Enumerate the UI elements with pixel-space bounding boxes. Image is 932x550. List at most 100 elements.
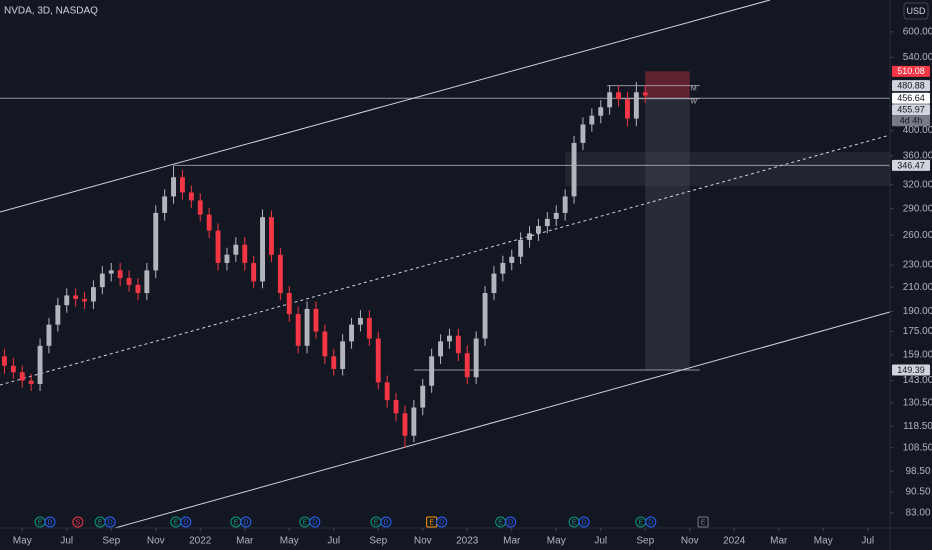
candle-body: [473, 338, 479, 378]
x-tick-label: 2023: [456, 536, 479, 547]
candle-body: [126, 278, 132, 285]
stop-zone: [645, 71, 690, 99]
x-tick-label: Sep: [636, 536, 654, 547]
candle-body: [260, 217, 265, 282]
y-tick-label: 540.00: [903, 52, 932, 63]
x-tick-label: Mar: [770, 536, 788, 547]
event-icon: [380, 516, 392, 528]
x-tick-label: Mar: [236, 536, 254, 547]
zones: MW: [0, 71, 890, 371]
candle-body: [64, 295, 70, 306]
level-label: 510.08: [897, 66, 925, 76]
event-icon: [44, 516, 56, 528]
x-tick-label: Jul: [594, 536, 607, 547]
event-label: D: [183, 519, 188, 526]
candle-body: [642, 92, 648, 96]
candle-body: [269, 217, 274, 255]
candle-body: [135, 284, 141, 294]
x-tick-label: May: [13, 536, 32, 547]
candle-body: [224, 254, 230, 263]
candle-body: [580, 124, 586, 143]
channel-mid: [0, 134, 891, 386]
candle-body: [153, 212, 159, 271]
y-tick-label: 143.00: [903, 375, 932, 386]
y-tick-label: 130.50: [903, 397, 932, 408]
candle-body: [375, 338, 381, 383]
level-tag: M: [691, 86, 697, 93]
candle-body: [393, 400, 399, 414]
candle-body: [429, 356, 435, 386]
y-tick-label: 90.50: [905, 486, 930, 497]
chart-title: NVDA, 3D, NASDAQ: [4, 6, 98, 17]
event-label: D: [243, 519, 248, 526]
x-tick-label: Nov: [147, 536, 165, 547]
candle-body: [215, 230, 221, 263]
level-label-bg: [892, 80, 930, 92]
candle-body: [607, 92, 613, 108]
y-tick-label: 118.50: [903, 421, 932, 432]
y-tick-label: 230.00: [903, 260, 932, 271]
currency-button[interactable]: [903, 2, 929, 20]
candle-body: [313, 308, 319, 332]
event-label: D: [439, 519, 444, 526]
candle-body: [438, 341, 443, 357]
candle-body: [598, 107, 604, 116]
candle-body: [331, 356, 337, 369]
level-label: 149.39: [897, 365, 925, 375]
y-tick-label: 600.00: [903, 27, 932, 38]
level-label: 480.88: [897, 81, 925, 91]
candle-body: [73, 295, 79, 300]
candle-body: [304, 308, 310, 346]
y-tick-label: 290.00: [903, 203, 932, 214]
level-label-bg: [892, 92, 930, 104]
event-icon: [240, 516, 252, 528]
candle-body: [366, 317, 372, 339]
event-label: D: [508, 519, 513, 526]
level-label: 455.97: [897, 105, 925, 115]
y-tick-label: 210.00: [903, 282, 932, 293]
event-label: D: [108, 519, 113, 526]
candle-body: [99, 273, 105, 288]
candle-body: [527, 233, 532, 240]
candle-body: [180, 177, 185, 193]
axis: 600.00 540.00 400.00 360.00 320.00 290.00 260.…: [13, 27, 932, 547]
candle-body: [55, 305, 61, 325]
y-tick-label: 159.00: [903, 349, 932, 360]
candle-body: [277, 254, 283, 294]
candle-body: [82, 299, 87, 302]
level-label-bg: [892, 104, 930, 116]
candle-body: [625, 99, 630, 119]
event-label: E: [701, 519, 706, 526]
event-label: D: [48, 519, 53, 526]
event-label: D: [648, 519, 653, 526]
candle-body: [500, 262, 506, 274]
event-icon: [436, 516, 448, 528]
event-icon: [72, 516, 84, 528]
candle-body: [482, 293, 488, 339]
candle-body: [162, 196, 168, 213]
event-label: D: [383, 519, 388, 526]
candle-body: [447, 335, 452, 342]
candle-body: [91, 287, 96, 302]
event-label: E: [173, 519, 178, 526]
drawings: [0, 0, 891, 529]
candle-body: [108, 270, 114, 274]
candle-body: [544, 218, 550, 227]
range-band: [565, 152, 890, 186]
candle-body: [589, 115, 595, 125]
channel-upper: [0, 0, 771, 213]
level-label: 456.64: [897, 93, 925, 103]
event-label: E: [374, 519, 379, 526]
candle-body: [509, 256, 515, 263]
candle-body: [286, 293, 292, 315]
event-label: E: [38, 519, 43, 526]
event-label: D: [312, 519, 317, 526]
y-tick-label: 260.00: [903, 230, 932, 241]
level-label-bg: [892, 364, 930, 376]
x-tick-label: May: [814, 536, 833, 547]
x-tick-label: Jul: [60, 536, 73, 547]
candle-body: [455, 335, 461, 354]
currency-label[interactable]: USD: [906, 6, 926, 16]
